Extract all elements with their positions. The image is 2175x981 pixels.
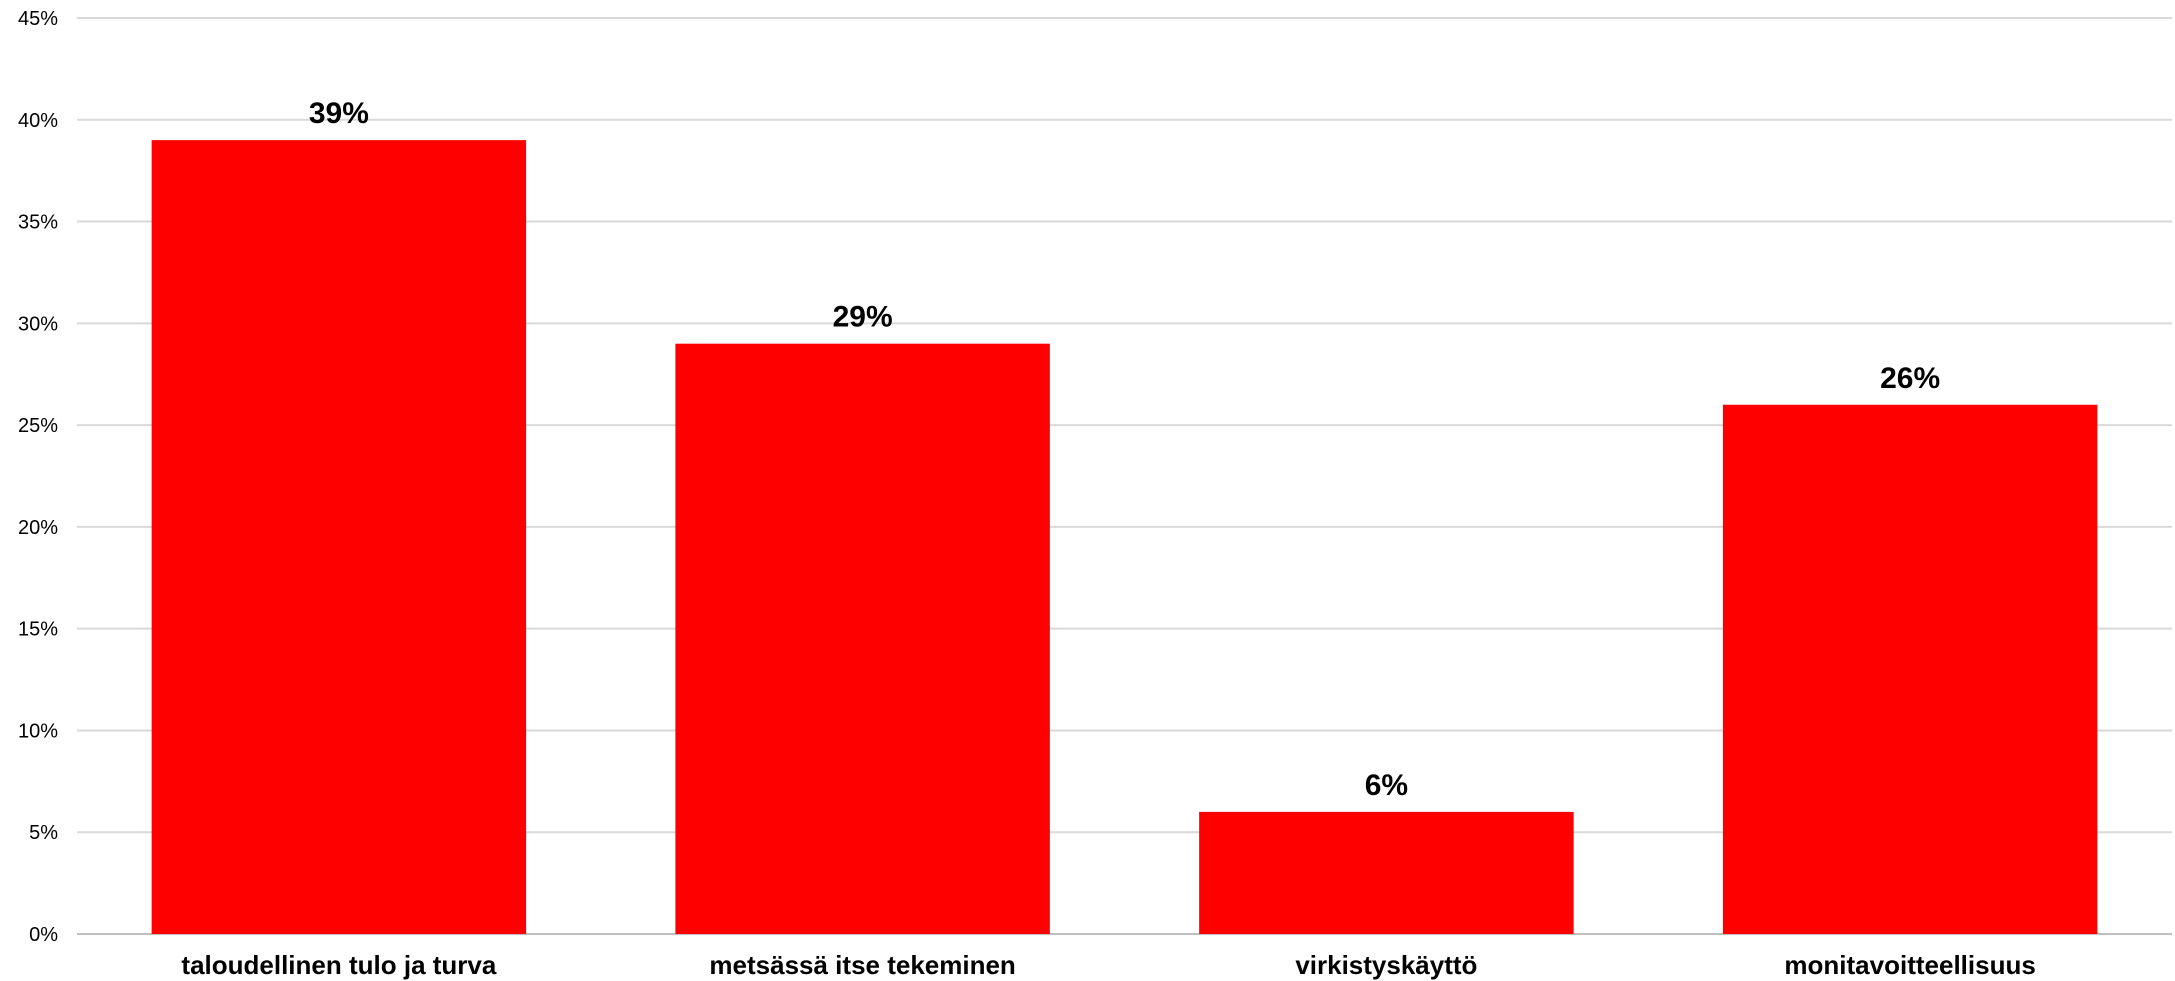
category-label: monitavoitteellisuus	[1784, 950, 2035, 980]
y-tick-label: 15%	[18, 619, 58, 641]
data-label: 6%	[1365, 769, 1408, 802]
x-axis-category-labels: taloudellinen tulo ja turva metsässä itse…	[181, 950, 2035, 980]
y-tick-label: 0%	[29, 924, 58, 946]
y-tick-label: 5%	[29, 822, 58, 844]
y-tick-label: 45%	[18, 8, 58, 30]
bar	[151, 140, 527, 935]
y-tick-label: 40%	[18, 110, 58, 132]
data-label: 29%	[833, 301, 893, 334]
y-tick-label: 35%	[18, 212, 58, 234]
y-tick-label: 20%	[18, 517, 58, 539]
data-label: 39%	[309, 97, 369, 130]
bar	[1199, 811, 1574, 934]
y-tick-label: 25%	[18, 415, 58, 437]
data-label: 26%	[1880, 362, 1940, 395]
category-label: metsässä itse tekeminen	[709, 950, 1015, 980]
bars	[151, 140, 2098, 935]
category-label: taloudellinen tulo ja turva	[181, 950, 496, 980]
bar	[675, 343, 1050, 934]
y-tick-label: 30%	[18, 313, 58, 335]
data-labels: 39% 29% 6% 26%	[309, 97, 1940, 802]
y-axis-tick-labels: 0% 5% 10% 15% 20% 25% 30% 35% 40% 45%	[18, 8, 58, 946]
y-tick-label: 10%	[18, 720, 58, 742]
bar	[1722, 404, 2098, 934]
category-label: virkistyskäyttö	[1295, 950, 1477, 980]
